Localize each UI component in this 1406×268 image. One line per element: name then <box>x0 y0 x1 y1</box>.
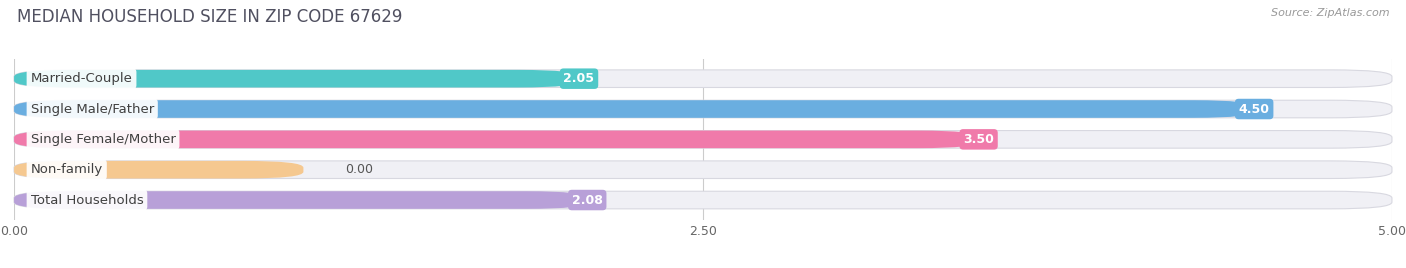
Text: 2.05: 2.05 <box>564 72 595 85</box>
FancyBboxPatch shape <box>14 191 1392 209</box>
FancyBboxPatch shape <box>14 100 1254 118</box>
Text: 0.00: 0.00 <box>344 163 373 176</box>
FancyBboxPatch shape <box>14 131 979 148</box>
Text: Single Male/Father: Single Male/Father <box>31 103 153 116</box>
FancyBboxPatch shape <box>14 161 1392 178</box>
Text: MEDIAN HOUSEHOLD SIZE IN ZIP CODE 67629: MEDIAN HOUSEHOLD SIZE IN ZIP CODE 67629 <box>17 8 402 26</box>
FancyBboxPatch shape <box>14 161 304 178</box>
FancyBboxPatch shape <box>14 191 588 209</box>
Text: Non-family: Non-family <box>31 163 103 176</box>
Text: Single Female/Mother: Single Female/Mother <box>31 133 176 146</box>
Text: 2.08: 2.08 <box>572 193 603 207</box>
Text: Married-Couple: Married-Couple <box>31 72 132 85</box>
Text: 4.50: 4.50 <box>1239 103 1270 116</box>
FancyBboxPatch shape <box>14 131 1392 148</box>
FancyBboxPatch shape <box>14 70 1392 87</box>
Text: Total Households: Total Households <box>31 193 143 207</box>
Text: Source: ZipAtlas.com: Source: ZipAtlas.com <box>1271 8 1389 18</box>
FancyBboxPatch shape <box>14 100 1392 118</box>
FancyBboxPatch shape <box>14 70 579 87</box>
Text: 3.50: 3.50 <box>963 133 994 146</box>
